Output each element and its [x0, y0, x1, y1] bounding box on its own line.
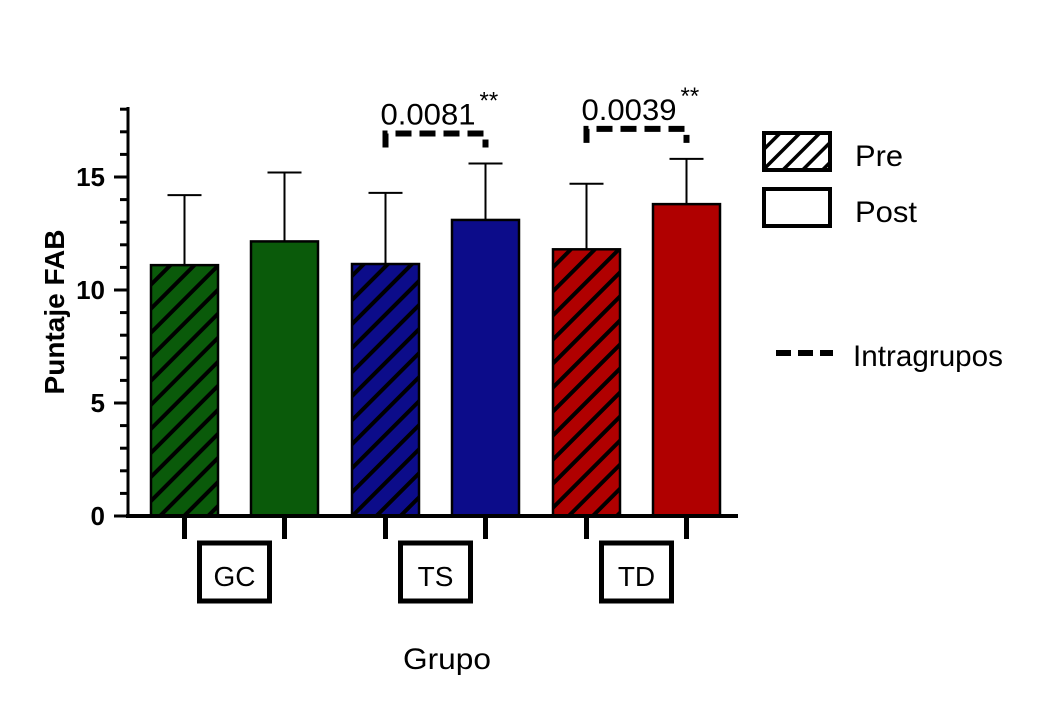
legend: Pre Post Intragrupos	[762, 131, 1003, 373]
group-label-box-gc	[197, 540, 272, 604]
bar-ts-pre	[350, 262, 421, 518]
group-label-td: TD	[618, 561, 655, 592]
y-tick-label: 15	[76, 162, 105, 192]
bar-gc-post	[249, 240, 320, 518]
bar-td-post	[651, 202, 722, 518]
group-label-ts: TS	[418, 561, 454, 592]
significance-bracket-ts	[382, 130, 489, 148]
significance-stars-td: **	[681, 83, 700, 110]
bar-ts-post	[450, 218, 521, 518]
group-label-box-td	[599, 540, 674, 604]
bar-gc-pre	[149, 263, 220, 518]
significance-stars-ts: **	[480, 87, 499, 114]
y-axis-title: Puntaje FAB	[39, 230, 70, 395]
p-value-label-td: 0.0039	[582, 94, 677, 127]
y-tick-label: 0	[91, 501, 105, 531]
group-labels: GC TS TD	[197, 540, 674, 604]
x-ticks	[182, 516, 689, 539]
error-bars-layer	[167, 157, 704, 266]
y-ticks: 0 5 10 15	[76, 107, 128, 531]
y-tick-label: 10	[76, 275, 105, 305]
comparisons-layer: 0.0081 ** 0.0039 **	[381, 83, 700, 148]
group-label-box-ts	[398, 540, 473, 604]
significance-bracket-td	[583, 125, 690, 143]
legend-swatch-post	[762, 187, 832, 228]
group-label-gc: GC	[214, 561, 256, 592]
legend-swatch-pre	[762, 131, 832, 172]
legend-label-intragrupos: Intragrupos	[853, 340, 1003, 373]
bars-layer	[149, 202, 722, 518]
legend-label-pre: Pre	[855, 140, 903, 173]
bar-td-pre	[551, 248, 622, 518]
y-tick-label: 5	[91, 388, 105, 418]
p-value-label-ts: 0.0081	[381, 98, 476, 131]
legend-label-post: Post	[855, 196, 918, 229]
x-axis-title: Grupo	[403, 643, 491, 676]
